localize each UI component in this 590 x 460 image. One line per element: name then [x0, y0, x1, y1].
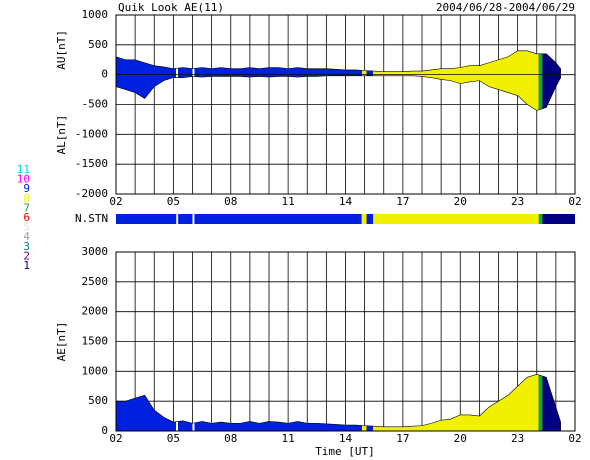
y-tick-label: 2000	[82, 305, 109, 318]
chart-title: Quik Look AE(11)	[118, 1, 224, 14]
x-tick-label: 14	[339, 432, 353, 445]
y-tick-label: 0	[101, 68, 108, 81]
station-segment	[542, 214, 575, 224]
y-tick-label: -2000	[75, 187, 108, 200]
plot-frame	[115, 251, 576, 432]
legend-label: 11	[17, 163, 30, 176]
y-tick-label: 1000	[82, 364, 109, 377]
y-axis-label: AL[nT]	[55, 115, 68, 155]
x-tick-label: 02	[568, 195, 581, 208]
x-tick-label: 11	[282, 195, 295, 208]
y-tick-label: 2500	[82, 275, 109, 288]
y-tick-label: 3000	[82, 245, 109, 258]
x-tick-label: 05	[167, 432, 180, 445]
x-axis-label: Time [UT]	[315, 445, 375, 458]
x-tick-label: 02	[568, 432, 581, 445]
plot-frame	[115, 14, 576, 195]
station-label: N.STN	[75, 212, 108, 225]
y-axis-label: AU[nT]	[55, 30, 68, 70]
x-tick-label: 23	[511, 195, 524, 208]
legend-label: 10	[17, 173, 30, 186]
y-axis-label: AE[nT]	[55, 322, 68, 362]
y-tick-label: -1000	[75, 127, 108, 140]
station-segment	[366, 214, 374, 224]
date-range: 2004/06/28-2004/06/29	[436, 1, 575, 14]
area	[115, 374, 561, 432]
station-segment	[178, 214, 193, 224]
x-tick-label: 08	[224, 432, 237, 445]
x-tick-label: 14	[339, 195, 353, 208]
y-tick-label: 1000	[82, 8, 109, 21]
legend-label: 8	[23, 192, 30, 205]
area	[115, 50, 561, 75]
legend-label: 1	[23, 259, 30, 272]
x-tick-label: 20	[454, 432, 467, 445]
y-tick-label: 500	[88, 38, 108, 51]
x-tick-label: 17	[396, 432, 409, 445]
legend-label: 6	[23, 211, 30, 224]
x-tick-label: 23	[511, 432, 524, 445]
y-tick-label: 500	[88, 394, 108, 407]
x-tick-label: 02	[109, 195, 122, 208]
station-segment	[194, 214, 362, 224]
legend-label: 9	[23, 182, 30, 195]
legend-label: 2	[23, 249, 30, 262]
y-tick-label: -1500	[75, 157, 108, 170]
y-tick-label: 0	[101, 424, 108, 437]
x-tick-label: 17	[396, 195, 409, 208]
legend-label: 5	[23, 221, 30, 234]
x-tick-label: 02	[109, 432, 122, 445]
y-tick-label: -500	[82, 98, 109, 111]
station-segment	[373, 214, 539, 224]
legend-label: 3	[23, 240, 30, 253]
x-tick-label: 20	[454, 195, 467, 208]
station-segment	[538, 214, 543, 224]
area	[115, 74, 561, 111]
station-segment	[361, 214, 367, 224]
legend-label: 4	[23, 230, 30, 243]
x-tick-label: 11	[282, 432, 295, 445]
station-segment	[116, 214, 177, 224]
x-tick-label: 08	[224, 195, 237, 208]
x-tick-label: 05	[167, 195, 180, 208]
y-tick-label: 1500	[82, 335, 109, 348]
legend-label: 7	[23, 201, 30, 214]
